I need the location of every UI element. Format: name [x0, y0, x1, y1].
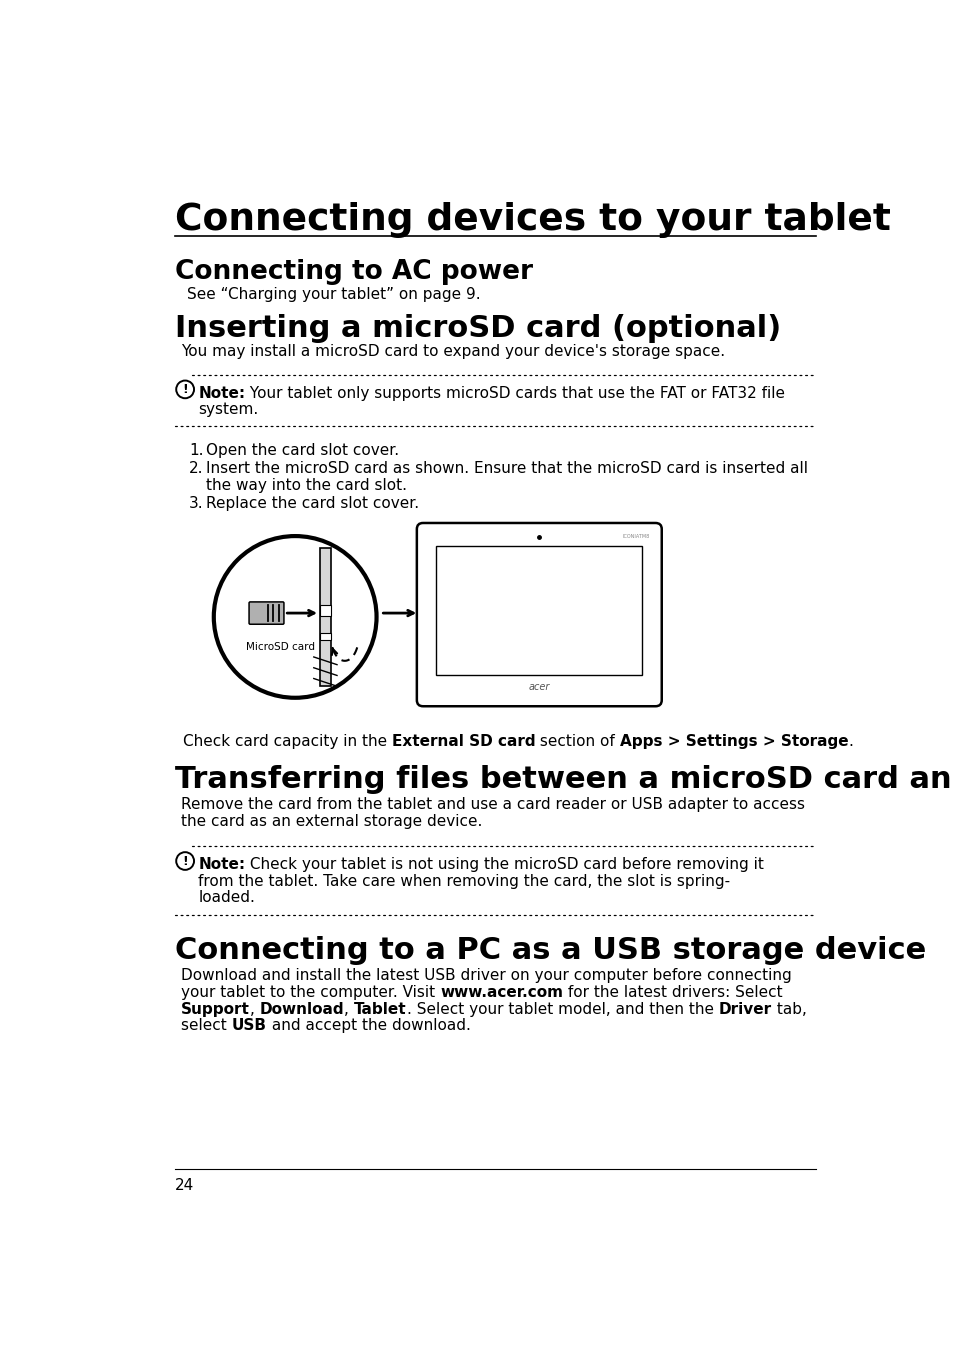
Text: your tablet to the computer. Visit: your tablet to the computer. Visit: [181, 986, 439, 1000]
Text: select: select: [181, 1018, 232, 1033]
Bar: [319, 606, 331, 617]
Text: Download and install the latest USB driver on your computer before connecting: Download and install the latest USB driv…: [181, 968, 791, 983]
Text: Transferring files between a microSD card and your PC: Transferring files between a microSD car…: [174, 765, 953, 794]
Text: Replace the card slot cover.: Replace the card slot cover.: [206, 496, 418, 511]
FancyBboxPatch shape: [249, 602, 284, 625]
Text: the card as an external storage device.: the card as an external storage device.: [181, 814, 482, 829]
Text: Open the card slot cover.: Open the card slot cover.: [206, 443, 398, 458]
Text: Connecting to a PC as a USB storage device: Connecting to a PC as a USB storage devi…: [174, 936, 925, 965]
Text: for the latest drivers: Select: for the latest drivers: Select: [562, 986, 782, 1000]
Text: loaded.: loaded.: [198, 890, 254, 906]
Text: Note:: Note:: [198, 385, 245, 400]
Text: Support: Support: [181, 1002, 250, 1017]
Text: section of: section of: [535, 734, 619, 749]
Text: 2.: 2.: [189, 461, 203, 476]
Text: Driver: Driver: [718, 1002, 771, 1017]
Text: !: !: [182, 854, 188, 868]
Text: Insert the microSD card as shown. Ensure that the microSD card is inserted all: Insert the microSD card as shown. Ensure…: [206, 461, 807, 476]
Text: system.: system.: [198, 402, 258, 418]
FancyBboxPatch shape: [416, 523, 661, 706]
Bar: [319, 633, 331, 639]
Text: Check your tablet is not using the microSD card before removing it: Check your tablet is not using the micro…: [245, 857, 763, 872]
Text: from the tablet. Take care when removing the card, the slot is spring-: from the tablet. Take care when removing…: [198, 873, 730, 888]
Text: .: .: [848, 734, 853, 749]
Bar: [319, 548, 331, 687]
Text: Download: Download: [259, 1002, 344, 1017]
Text: tab,: tab,: [771, 1002, 806, 1017]
Text: MicroSD card: MicroSD card: [246, 642, 315, 652]
Text: and accept the download.: and accept the download.: [267, 1018, 470, 1033]
Text: See “Charging your tablet” on page 9.: See “Charging your tablet” on page 9.: [187, 287, 479, 301]
Text: Your tablet only supports microSD cards that use the FAT or FAT32 file: Your tablet only supports microSD cards …: [245, 385, 784, 400]
Text: Check card capacity in the: Check card capacity in the: [183, 734, 392, 749]
Text: ,: ,: [250, 1002, 259, 1017]
Text: Remove the card from the tablet and use a card reader or USB adapter to access: Remove the card from the tablet and use …: [181, 798, 804, 813]
Text: External SD card: External SD card: [392, 734, 535, 749]
Text: You may install a microSD card to expand your device's storage space.: You may install a microSD card to expand…: [181, 345, 724, 360]
Text: Connecting to AC power: Connecting to AC power: [174, 260, 533, 285]
Text: Note:: Note:: [198, 857, 245, 872]
Text: the way into the card slot.: the way into the card slot.: [206, 479, 407, 493]
Text: Apps > Settings > Storage: Apps > Settings > Storage: [619, 734, 848, 749]
Bar: [436, 546, 641, 676]
Text: USB: USB: [232, 1018, 267, 1033]
Text: 24: 24: [174, 1178, 194, 1192]
Text: Inserting a microSD card (optional): Inserting a microSD card (optional): [174, 314, 781, 342]
Text: acer: acer: [528, 683, 550, 692]
Text: !: !: [182, 383, 188, 396]
Text: www.acer.com: www.acer.com: [439, 986, 562, 1000]
Text: Connecting devices to your tablet: Connecting devices to your tablet: [174, 203, 890, 238]
Text: . Select your tablet model, and then the: . Select your tablet model, and then the: [406, 1002, 718, 1017]
Text: 3.: 3.: [189, 496, 203, 511]
Text: ICONIATM8: ICONIATM8: [621, 534, 649, 538]
Text: 1.: 1.: [189, 443, 203, 458]
Text: ,: ,: [344, 1002, 354, 1017]
Text: Tablet: Tablet: [354, 1002, 406, 1017]
